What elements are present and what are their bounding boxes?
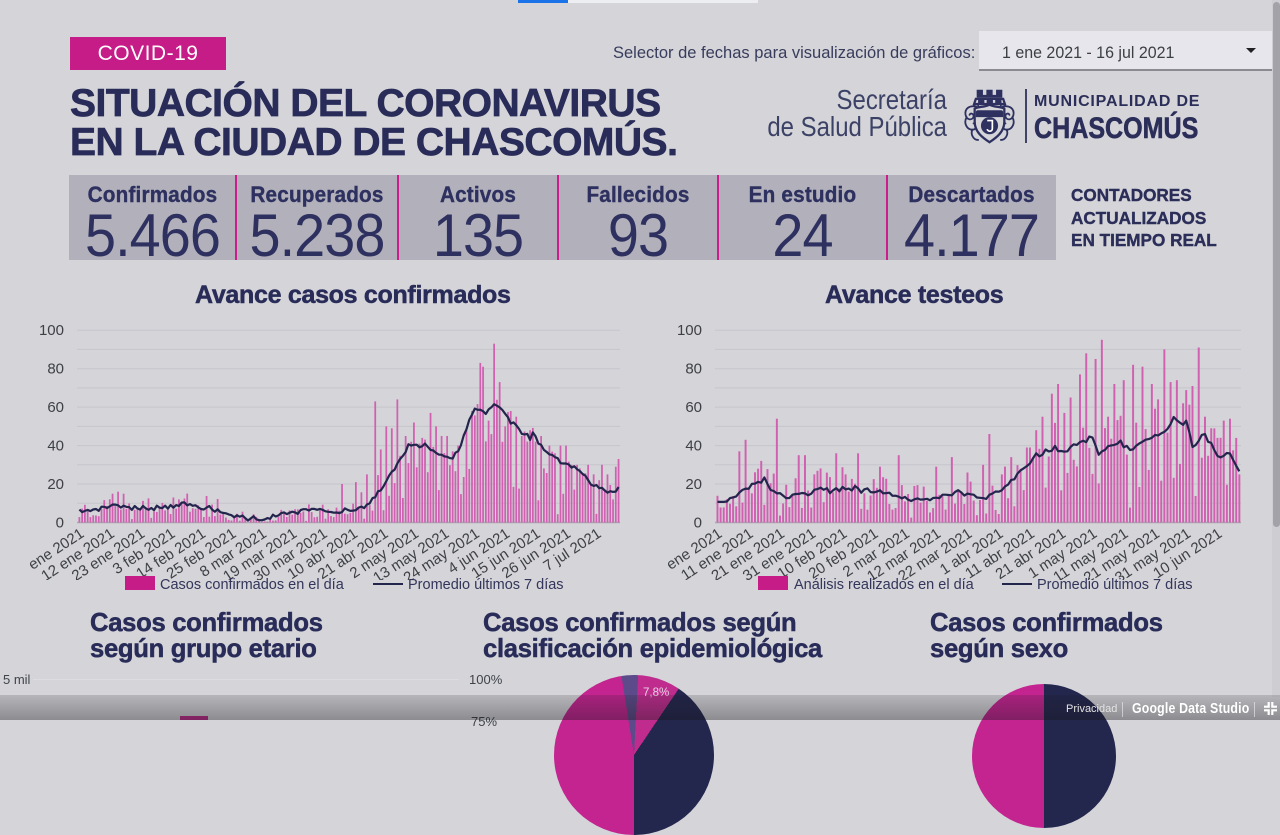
svg-text:100: 100 (677, 322, 702, 339)
svg-text:20: 20 (47, 476, 64, 493)
svg-text:40: 40 (685, 438, 702, 455)
svg-text:100: 100 (39, 322, 64, 339)
svg-text:80: 80 (685, 361, 702, 378)
svg-text:20: 20 (685, 476, 702, 493)
svg-text:60: 60 (47, 399, 64, 416)
svg-text:40: 40 (47, 438, 64, 455)
svg-text:60: 60 (685, 399, 702, 416)
svg-text:80: 80 (47, 361, 64, 378)
svg-text:0: 0 (694, 515, 702, 532)
svg-text:0: 0 (56, 515, 64, 532)
